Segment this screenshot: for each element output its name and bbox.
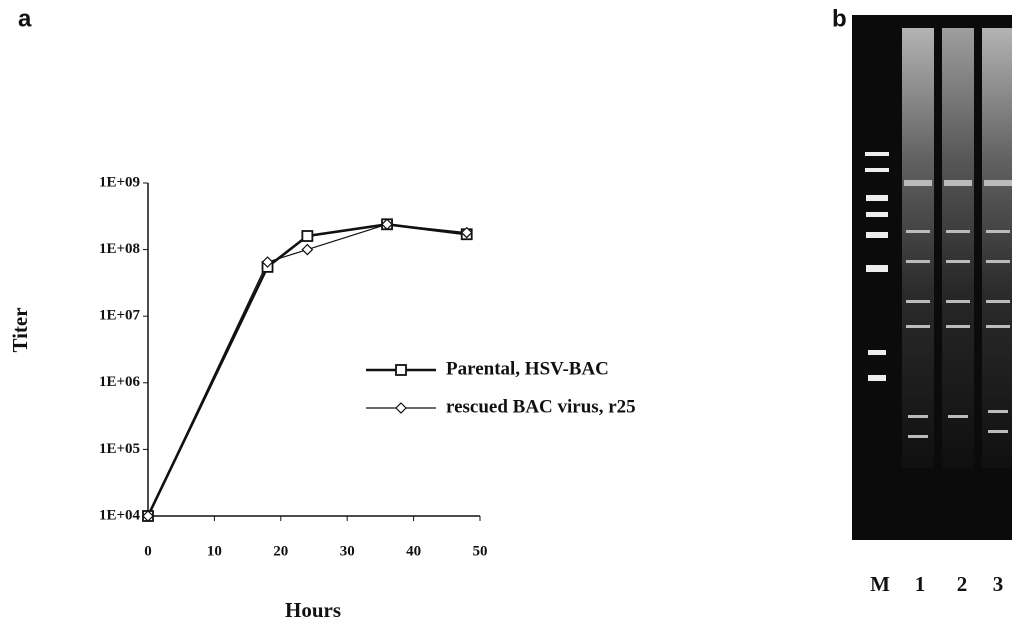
lane-label: 3 <box>993 572 1004 596</box>
y-tick-label: 1E+06 <box>99 374 141 390</box>
figure: a b Titer Hours 1E+04 1E+05 1E+06 1E+07 1E+0… <box>0 0 1012 626</box>
lane-label: 2 <box>957 572 968 596</box>
legend-marker <box>396 403 406 413</box>
y-tick-label: 1E+08 <box>99 241 140 257</box>
gel-image <box>852 15 1012 540</box>
lane-label: M <box>870 572 890 596</box>
x-tick-label: 50 <box>473 543 488 559</box>
data-point <box>302 245 312 255</box>
legend-label: rescued BAC virus, r25 <box>446 396 636 417</box>
y-tick-label: 1E+07 <box>99 308 141 324</box>
y-tick-label: 1E+09 <box>99 174 140 190</box>
y-axis-title: Titer <box>8 307 32 352</box>
panel-label: b <box>832 5 847 32</box>
y-tick-label: 1E+04 <box>99 507 141 523</box>
x-tick-label: 30 <box>340 543 355 559</box>
legend-label: Parental, HSV-BAC <box>446 358 609 379</box>
x-tick-label: 20 <box>273 543 288 559</box>
x-axis-title: Hours <box>285 598 341 622</box>
legend-marker <box>396 365 406 375</box>
lane-label: 1 <box>915 572 926 596</box>
data-point <box>302 231 312 241</box>
x-tick-label: 0 <box>144 543 152 559</box>
x-tick-label: 40 <box>406 543 421 559</box>
panel-label: a <box>18 5 32 32</box>
y-tick-label: 1E+05 <box>99 441 140 457</box>
x-tick-label: 10 <box>207 543 222 559</box>
